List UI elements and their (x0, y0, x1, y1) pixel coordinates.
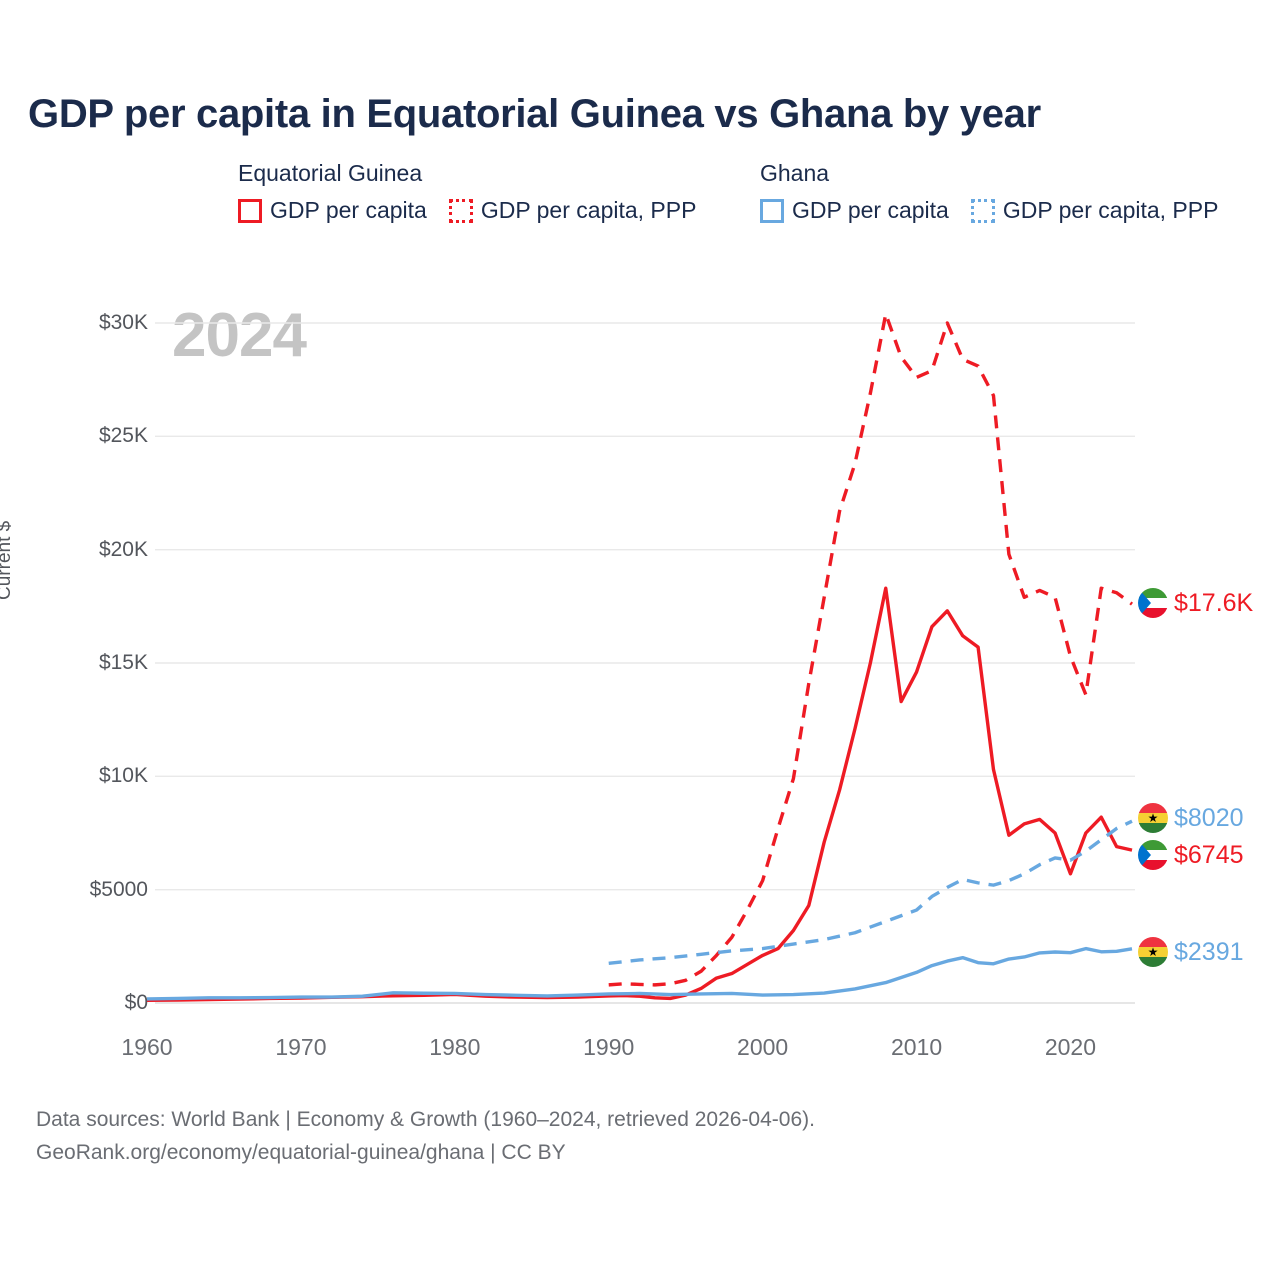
y-axis-tick-label: $15K (98, 651, 148, 674)
legend-item-label: GDP per capita, PPP (480, 197, 697, 223)
x-axis-tick-label: 2020 (1044, 1034, 1097, 1060)
equatorial-guinea-flag-icon (1138, 588, 1168, 618)
y-axis-tick-label: $25K (98, 424, 148, 448)
series-line (608, 312, 1134, 987)
series-end-value: $2391 (1174, 937, 1244, 966)
legend-item-label: GDP per capita, PPP (1002, 197, 1219, 223)
legend-country-name: Equatorial Guinea (238, 160, 423, 186)
legend-item-gh-gdp[interactable]: GDP per capita (760, 197, 949, 224)
series-end-label: ★ $2391 (1138, 937, 1244, 967)
series-end-value: $17.6K (1174, 588, 1254, 617)
series-line (608, 819, 1133, 966)
footer-line-attribution: GeoRank.org/economy/equatorial-guinea/gh… (36, 1140, 566, 1164)
legend-item-gh-gdp-ppp[interactable]: GDP per capita, PPP (970, 197, 1219, 224)
ghana-flag-icon: ★ (1138, 937, 1168, 967)
legend-group-equatorial-guinea: Equatorial Guinea GDP per capita GDP per… (238, 160, 696, 224)
legend-group-ghana: Ghana GDP per capita GDP per capita, PPP (760, 160, 1218, 224)
chart-legend: Equatorial Guinea GDP per capita GDP per… (0, 160, 1280, 240)
x-axis-tick-label: 2000 (737, 1034, 789, 1060)
y-axis-tick-label: $20K (98, 537, 148, 561)
ghana-flag-icon: ★ (1138, 803, 1168, 833)
y-axis-tick-label: $10K (98, 764, 148, 788)
legend-item-eg-gdp[interactable]: GDP per capita (238, 197, 427, 224)
equatorial-guinea-flag-icon (1138, 840, 1168, 870)
y-axis-tick-label: $5000 (89, 877, 148, 901)
page-title: GDP per capita in Equatorial Guinea vs G… (28, 92, 1041, 136)
y-axis-tick-label: $30K (98, 311, 148, 334)
x-axis-tick-label: 1990 (583, 1034, 635, 1060)
legend-item-eg-gdp-ppp[interactable]: GDP per capita, PPP (448, 197, 697, 224)
square-outline-swatch-icon (238, 198, 262, 223)
x-axis-tick-label: 2010 (890, 1034, 943, 1060)
series-line (146, 586, 1133, 1002)
x-axis-tick-label: 1980 (429, 1034, 481, 1060)
legend-country-name: Ghana (760, 160, 830, 186)
chart-footer: Data sources: World Bank | Economy & Gro… (36, 1104, 815, 1169)
series-end-label: $17.6K (1138, 588, 1253, 618)
square-dotted-swatch-icon (970, 198, 995, 223)
year-watermark: 2024 (172, 301, 307, 370)
series-end-value: $8020 (1174, 803, 1244, 832)
legend-item-label: GDP per capita (792, 197, 949, 223)
x-axis-tick-label: 1970 (275, 1034, 327, 1060)
square-outline-swatch-icon (760, 198, 784, 223)
footer-line-sources: Data sources: World Bank | Economy & Gro… (36, 1108, 815, 1131)
y-axis-tick-label: $0 (124, 991, 148, 1014)
square-dotted-swatch-icon (448, 198, 473, 223)
series-end-label: $6745 (1138, 840, 1244, 870)
legend-item-label: GDP per capita (270, 197, 427, 223)
series-end-value: $6745 (1174, 840, 1244, 869)
series-line (146, 946, 1133, 1001)
x-axis-tick-label: 1960 (121, 1034, 173, 1060)
series-end-label: ★ $8020 (1138, 803, 1244, 833)
